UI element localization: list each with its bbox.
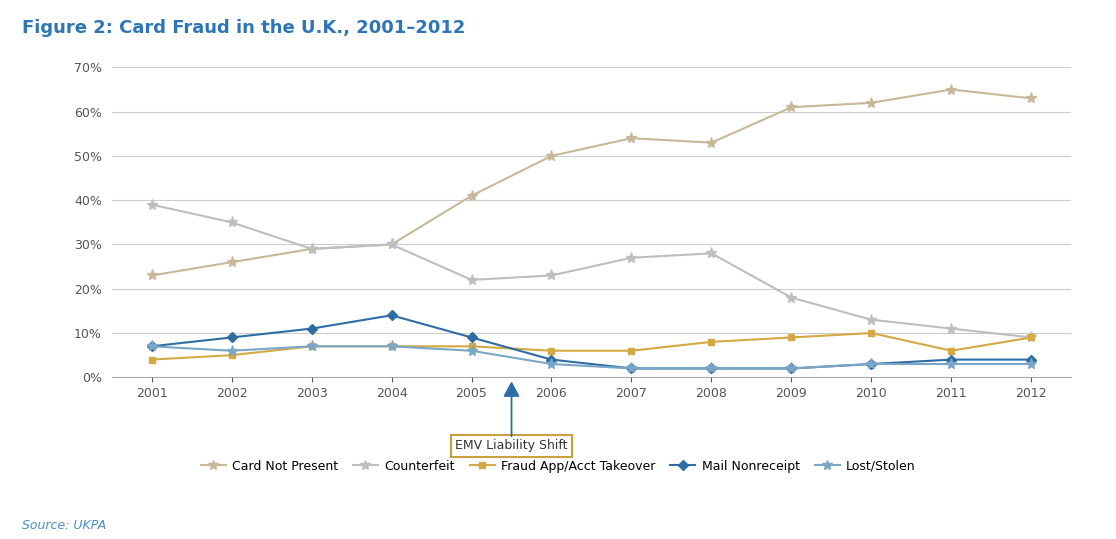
Line: Fraud App/Acct Takeover: Fraud App/Acct Takeover [148,329,1035,363]
Card Not Present [1024,95,1038,101]
Mail Nonreceipt [945,356,959,363]
Lost/Stolen [465,348,479,354]
Line: Counterfeit: Counterfeit [146,199,1037,343]
Fraud App/Acct Takeover [385,343,398,350]
Mail Nonreceipt [625,365,638,372]
Mail Nonreceipt [705,365,719,372]
Fraud App/Acct Takeover [1024,334,1038,341]
Lost/Stolen [385,343,398,350]
Counterfeit [785,294,798,301]
Text: EMV Liability Shift: EMV Liability Shift [455,439,568,452]
Mail Nonreceipt [305,326,318,332]
Card Not Present [625,135,638,141]
Counterfeit [305,246,318,252]
Card Not Present [545,153,558,159]
Card Not Present [465,192,479,199]
Card Not Present [865,100,878,106]
Mail Nonreceipt [145,343,158,350]
Mail Nonreceipt [385,312,398,319]
Fraud App/Acct Takeover [465,343,479,350]
Card Not Present [705,140,719,146]
Counterfeit [225,219,239,226]
Mail Nonreceipt [225,334,239,341]
Lost/Stolen [785,365,798,372]
Card Not Present [145,272,158,279]
Fraud App/Acct Takeover [545,348,558,354]
Fraud App/Acct Takeover [625,348,638,354]
Lost/Stolen [545,361,558,367]
Fraud App/Acct Takeover [145,356,158,363]
Lost/Stolen [865,361,878,367]
Line: Card Not Present: Card Not Present [146,84,1037,281]
Card Not Present [785,104,798,110]
Card Not Present [385,241,398,248]
Counterfeit [145,202,158,208]
Lost/Stolen [705,365,719,372]
Fraud App/Acct Takeover [785,334,798,341]
Counterfeit [625,254,638,261]
Fraud App/Acct Takeover [305,343,318,350]
Fraud App/Acct Takeover [705,338,719,345]
Counterfeit [545,272,558,279]
Card Not Present [305,246,318,252]
Text: Figure 2: Card Fraud in the U.K., 2001–2012: Figure 2: Card Fraud in the U.K., 2001–2… [22,19,465,37]
Fraud App/Acct Takeover [865,330,878,336]
Counterfeit [1024,334,1038,341]
Mail Nonreceipt [465,334,479,341]
Fraud App/Acct Takeover [945,348,959,354]
Lost/Stolen [1024,361,1038,367]
Line: Lost/Stolen: Lost/Stolen [146,341,1037,374]
Mail Nonreceipt [545,356,558,363]
Lost/Stolen [625,365,638,372]
Mail Nonreceipt [1024,356,1038,363]
Counterfeit [385,241,398,248]
Legend: Card Not Present, Counterfeit, Fraud App/Acct Takeover, Mail Nonreceipt, Lost/St: Card Not Present, Counterfeit, Fraud App… [195,455,921,478]
Mail Nonreceipt [865,361,878,367]
Card Not Present [945,86,959,93]
Counterfeit [945,326,959,332]
Fraud App/Acct Takeover [225,352,239,358]
Text: Source: UKPA: Source: UKPA [22,519,106,531]
Lost/Stolen [225,348,239,354]
Lost/Stolen [945,361,959,367]
Mail Nonreceipt [785,365,798,372]
Card Not Present [225,259,239,265]
Line: Mail Nonreceipt: Mail Nonreceipt [148,312,1035,372]
Lost/Stolen [305,343,318,350]
Counterfeit [465,277,479,283]
Counterfeit [705,250,719,257]
Counterfeit [865,316,878,323]
Lost/Stolen [145,343,158,350]
